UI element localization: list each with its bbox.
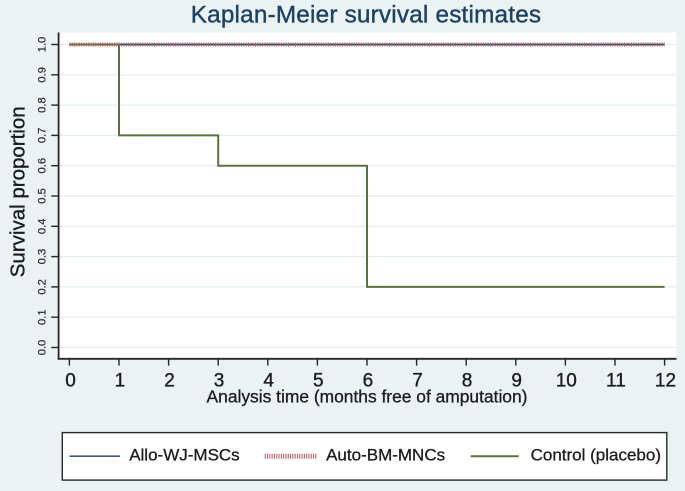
svg-text:7: 7 — [412, 370, 423, 391]
svg-text:12: 12 — [655, 370, 676, 391]
svg-text:8: 8 — [462, 370, 473, 391]
svg-text:0.5: 0.5 — [37, 188, 49, 204]
svg-text:Allo-WJ-MSCs: Allo-WJ-MSCs — [129, 445, 240, 464]
svg-text:11: 11 — [606, 370, 626, 391]
svg-text:3: 3 — [214, 370, 225, 391]
svg-text:0.6: 0.6 — [37, 158, 49, 174]
svg-text:Auto-BM-MNCs: Auto-BM-MNCs — [326, 445, 445, 464]
svg-text:0.2: 0.2 — [37, 279, 49, 295]
svg-text:0.7: 0.7 — [37, 128, 49, 144]
svg-text:4: 4 — [263, 370, 274, 391]
svg-text:1: 1 — [115, 370, 126, 391]
svg-text:1.0: 1.0 — [37, 37, 49, 53]
svg-text:Analysis time (months free of: Analysis time (months free of amputation… — [207, 387, 528, 407]
svg-text:0.8: 0.8 — [37, 97, 49, 113]
svg-text:Kaplan-Meier survival estimate: Kaplan-Meier survival estimates — [191, 2, 542, 29]
svg-text:2: 2 — [164, 370, 175, 391]
svg-text:0.9: 0.9 — [37, 67, 49, 83]
svg-text:0: 0 — [65, 370, 76, 391]
svg-text:Survival proportion: Survival proportion — [7, 106, 30, 277]
svg-text:0.0: 0.0 — [37, 340, 49, 356]
svg-text:10: 10 — [556, 370, 577, 391]
svg-text:Control (placebo): Control (placebo) — [531, 445, 661, 464]
svg-text:0.3: 0.3 — [37, 249, 49, 265]
svg-text:9: 9 — [511, 370, 522, 391]
svg-text:6: 6 — [363, 370, 374, 391]
svg-text:5: 5 — [313, 370, 324, 391]
svg-text:0.4: 0.4 — [37, 219, 49, 235]
svg-text:0.1: 0.1 — [37, 309, 49, 325]
